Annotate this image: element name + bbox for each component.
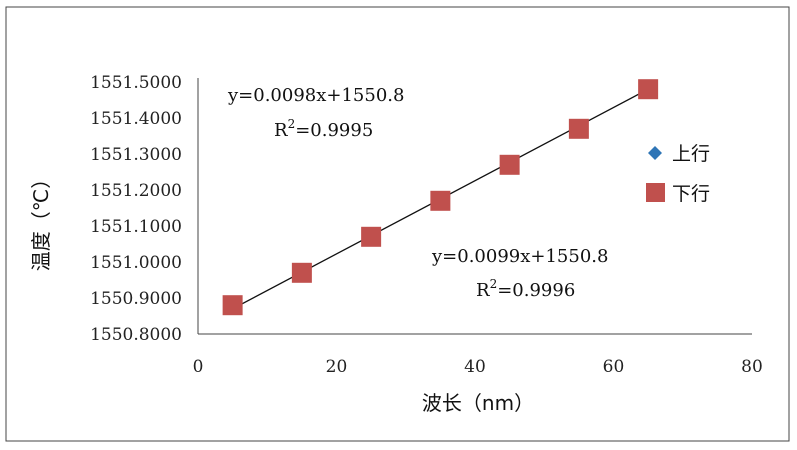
x-axis-label: 波长（nm） bbox=[422, 391, 534, 415]
y-tick-label: 1550.9000 bbox=[90, 289, 182, 309]
y-tick-label: 1551.4000 bbox=[90, 109, 182, 129]
r2-2-sup: 2 bbox=[490, 277, 498, 291]
equation-1: y=0.0098x+1550.8 bbox=[227, 85, 404, 106]
x-tick-label: 80 bbox=[741, 357, 763, 377]
point-series-2 bbox=[361, 226, 382, 247]
legend-label-series-2: 下行 bbox=[672, 183, 710, 205]
point-series-2 bbox=[222, 295, 243, 316]
chart-frame bbox=[5, 6, 790, 442]
x-tick-label: 0 bbox=[193, 357, 204, 377]
data-points bbox=[222, 79, 659, 316]
r2-1-prefix: R bbox=[274, 120, 288, 141]
point-series-2 bbox=[568, 118, 589, 139]
r2-1-sup: 2 bbox=[288, 117, 296, 131]
point-series-2 bbox=[291, 262, 312, 283]
r2-1-value: =0.9995 bbox=[295, 120, 373, 141]
y-tick-label: 1551.0000 bbox=[90, 253, 182, 273]
x-tick-label: 40 bbox=[464, 357, 486, 377]
equation-2: y=0.0099x+1550.8 bbox=[431, 246, 608, 267]
x-tick-label: 60 bbox=[603, 357, 625, 377]
y-tick-label: 1551.2000 bbox=[90, 181, 182, 201]
legend-marker-square-icon bbox=[646, 183, 665, 202]
x-tick-labels: 0 20 40 60 80 bbox=[193, 357, 763, 377]
r2-2-prefix: R bbox=[476, 280, 490, 301]
x-tick-label: 20 bbox=[326, 357, 348, 377]
y-tick-label: 1550.8000 bbox=[90, 325, 182, 345]
y-tick-labels: 1550.8000 1550.9000 1551.0000 1551.1000 1551… bbox=[90, 73, 182, 345]
point-series-2 bbox=[430, 190, 451, 211]
y-tick-label: 1551.5000 bbox=[90, 73, 182, 93]
legend-label-series-1: 上行 bbox=[672, 143, 710, 165]
point-series-2 bbox=[499, 154, 520, 175]
y-tick-label: 1551.1000 bbox=[90, 217, 182, 237]
y-axis-label: 温度（℃） bbox=[29, 169, 53, 271]
legend: 上行 下行 bbox=[646, 143, 710, 205]
legend-marker-diamond-icon bbox=[648, 146, 662, 160]
point-series-2 bbox=[638, 79, 659, 100]
r2-1: R2=0.9995 bbox=[274, 117, 373, 141]
r2-2-value: =0.9996 bbox=[497, 280, 575, 301]
y-tick-label: 1551.3000 bbox=[90, 145, 182, 165]
r2-2: R2=0.9996 bbox=[476, 277, 575, 301]
